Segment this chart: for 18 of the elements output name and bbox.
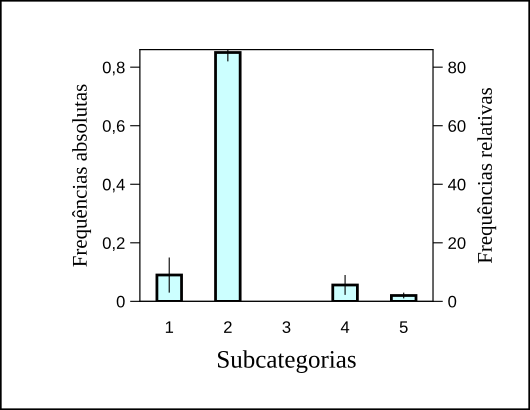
- x-tick-label: 5: [400, 321, 408, 334]
- y-tick-label: 0,2: [102, 237, 124, 251]
- y2-tick-label: 60: [448, 120, 466, 132]
- x-tick-label: 4: [340, 321, 350, 333]
- y2-tick-label: 20: [448, 237, 466, 250]
- y2-axis-title: Frequências relativas: [477, 88, 496, 264]
- y-tick-label: 0,8: [102, 62, 125, 76]
- y-tick-label: 0: [116, 296, 125, 308]
- x-tick-label: 1: [166, 321, 174, 333]
- y-axis-title: Frequências absolutas: [72, 84, 92, 267]
- y2-tick-label: 0: [448, 296, 456, 308]
- y2-tick-label: 80: [448, 62, 466, 74]
- y-tick-label: 0,6: [102, 120, 125, 134]
- x-axis-title: Subcategorias: [218, 350, 356, 373]
- x-tick-label: 3: [282, 321, 290, 334]
- x-tick-label: 2: [224, 321, 232, 333]
- y2-tick-label: 40: [448, 178, 466, 190]
- y-tick-label: 0,4: [102, 178, 125, 192]
